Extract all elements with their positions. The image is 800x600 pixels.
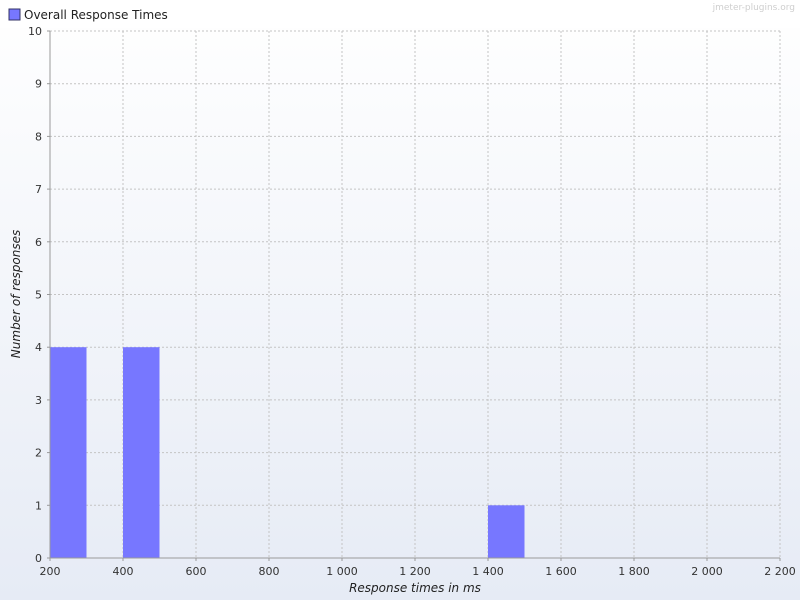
x-tick-label: 400: [113, 565, 134, 578]
watermark: jmeter-plugins.org: [712, 3, 795, 13]
tick-labels: 200 400 600 800 1 000 1 200 1 400 1 600 1 800 2 0…: [28, 25, 796, 578]
y-tick-label: 2: [35, 447, 42, 460]
y-tick-label: 3: [35, 394, 42, 407]
legend-label: Overall Response Times: [24, 8, 168, 22]
x-tick-label: 2 200: [764, 565, 796, 578]
x-tick-label: 200: [40, 565, 61, 578]
bar: [488, 505, 525, 558]
x-tick-label: 1 600: [545, 565, 577, 578]
y-tick-label: 10: [28, 25, 42, 38]
x-tick-label: 1 400: [472, 565, 504, 578]
y-tick-label: 1: [35, 499, 42, 512]
grid: [49, 30, 781, 559]
y-tick-label: 8: [35, 130, 42, 143]
y-tick-label: 4: [35, 341, 42, 354]
x-tick-label: 1 200: [399, 565, 431, 578]
x-tick-label: 1 800: [618, 565, 650, 578]
y-tick-label: 5: [35, 289, 42, 302]
y-tick-label: 7: [35, 183, 42, 196]
legend-background: [0, 0, 800, 28]
x-tick-label: 1 000: [326, 565, 358, 578]
y-tick-label: 6: [35, 236, 42, 249]
x-tick-label: 600: [186, 565, 207, 578]
axes: [47, 30, 781, 561]
bars: [50, 347, 525, 558]
legend-swatch: [8, 8, 21, 21]
bar: [50, 347, 87, 558]
y-axis-title: Number of responses: [9, 230, 23, 358]
bar: [123, 347, 160, 558]
x-tick-label: 2 000: [691, 565, 723, 578]
x-tick-label: 800: [259, 565, 280, 578]
legend: Overall Response Times: [8, 8, 168, 22]
x-axis-title: Response times in ms: [349, 581, 481, 595]
y-tick-label: 9: [35, 78, 42, 91]
y-tick-label: 0: [35, 552, 42, 565]
